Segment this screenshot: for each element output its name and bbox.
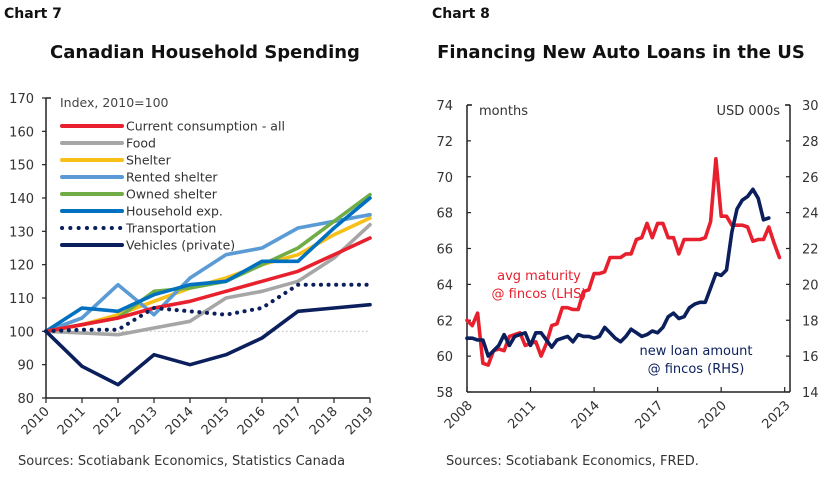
x-tick-label: 2011 xyxy=(505,398,539,432)
series-line-current-consumption-all xyxy=(44,236,372,334)
chart7-panel: Canadian Household Spending 80 90 100 110 12… xyxy=(0,30,410,483)
y-left-tick-label: 66 xyxy=(436,243,453,258)
y-tick-label: 110 xyxy=(9,292,34,307)
x-tick-label: 2023 xyxy=(760,398,794,432)
legend-label: Household exp. xyxy=(126,204,223,219)
x-tick-label: 2015 xyxy=(199,404,233,438)
series-line-household-exp- xyxy=(44,196,372,334)
y-left-tick-label: 74 xyxy=(436,99,453,114)
y-right-unit: USD 000s xyxy=(717,104,781,119)
series-line-transportation xyxy=(44,282,372,334)
y-right-tick-label: 16 xyxy=(802,350,819,365)
chart7-plot: 80 90 100 110 120 130 140 150 160 170 2010 2011 2012… xyxy=(9,92,377,438)
x-tick-label: 2017 xyxy=(632,398,666,432)
y-right-tick-label: 28 xyxy=(802,135,819,150)
y-tick-label: 120 xyxy=(9,259,34,274)
y-right-tick-label: 18 xyxy=(802,314,819,329)
legend-label: Rented shelter xyxy=(126,170,218,185)
legend-label: Shelter xyxy=(126,153,172,168)
chart8-title: Financing New Auto Loans in the US xyxy=(437,42,805,63)
x-tick-label: 2016 xyxy=(235,404,269,438)
legend-label: Food xyxy=(126,136,156,151)
y-left-tick-label: 72 xyxy=(436,135,453,150)
series-line-new-loan-amount xyxy=(465,187,771,358)
y-tick-label: 130 xyxy=(9,225,34,240)
series-line-vehicles-private- xyxy=(44,302,372,387)
y-right-tick-label: 24 xyxy=(802,207,819,222)
x-tick-label: 2010 xyxy=(19,404,53,438)
annotation-avg-maturity-line2: @ fincos (LHS) xyxy=(492,287,587,302)
chart7-source: Sources: Scotiabank Economics, Statistic… xyxy=(18,454,346,469)
y-right-tick-label: 20 xyxy=(802,278,819,293)
y-tick-label: 160 xyxy=(9,125,34,140)
chart7-title: Canadian Household Spending xyxy=(50,42,360,63)
x-tick-label: 2017 xyxy=(271,404,305,438)
y-left-tick-label: 64 xyxy=(436,278,453,293)
y-right-tick-label: 26 xyxy=(802,171,819,186)
x-tick-label: 2014 xyxy=(163,404,197,438)
y-tick-label: 100 xyxy=(9,325,34,340)
x-tick-label: 2019 xyxy=(343,404,377,438)
y-tick-label: 150 xyxy=(9,159,34,174)
legend-label: Transportation xyxy=(125,221,216,236)
chart7-subtitle: Index, 2010=100 xyxy=(60,95,169,110)
chart8-panel: Financing New Auto Loans in the US 58 60 6… xyxy=(414,30,828,483)
y-tick-label: 80 xyxy=(17,392,34,407)
chart8-plot: 58 60 62 64 66 68 70 72 74 14 16 18 20 22 24 26 28 30 2008… xyxy=(436,99,819,432)
annotation-new-loan-line1: new loan amount xyxy=(639,344,752,359)
legend-label: Owned shelter xyxy=(126,187,218,202)
y-left-tick-label: 68 xyxy=(436,207,453,222)
y-tick-label: 140 xyxy=(9,192,34,207)
y-tick-label: 170 xyxy=(9,92,34,107)
chart8-source: Sources: Scotiabank Economics, FRED. xyxy=(446,454,699,469)
chart8-label: Chart 8 xyxy=(432,6,490,22)
y-tick-label: 90 xyxy=(17,359,34,374)
x-tick-label: 2008 xyxy=(442,398,476,432)
series-line-food xyxy=(44,222,372,337)
y-left-unit: months xyxy=(479,104,528,119)
chart7-label: Chart 7 xyxy=(4,6,62,22)
x-tick-label: 2014 xyxy=(569,398,603,432)
legend-label: Vehicles (private) xyxy=(126,238,235,253)
x-tick-label: 2020 xyxy=(696,398,730,432)
y-left-tick-label: 60 xyxy=(436,350,453,365)
y-left-tick-label: 58 xyxy=(436,386,453,401)
legend-label: Current consumption - all xyxy=(126,119,285,134)
y-right-tick-label: 30 xyxy=(802,99,819,114)
x-tick-label: 2018 xyxy=(307,404,341,438)
x-tick-label: 2011 xyxy=(55,404,89,438)
annotation-new-loan-line2: @ fincos (RHS) xyxy=(648,362,745,377)
y-left-tick-label: 62 xyxy=(436,314,453,329)
series-line-avg-maturity xyxy=(465,157,782,367)
x-tick-label: 2012 xyxy=(91,404,125,438)
y-right-tick-label: 22 xyxy=(802,243,819,258)
annotation-avg-maturity-line1: avg maturity xyxy=(497,269,581,284)
x-tick-label: 2013 xyxy=(127,404,161,438)
series-line-rented-shelter xyxy=(44,212,372,334)
y-right-tick-label: 14 xyxy=(802,386,819,401)
y-left-tick-label: 70 xyxy=(436,171,453,186)
